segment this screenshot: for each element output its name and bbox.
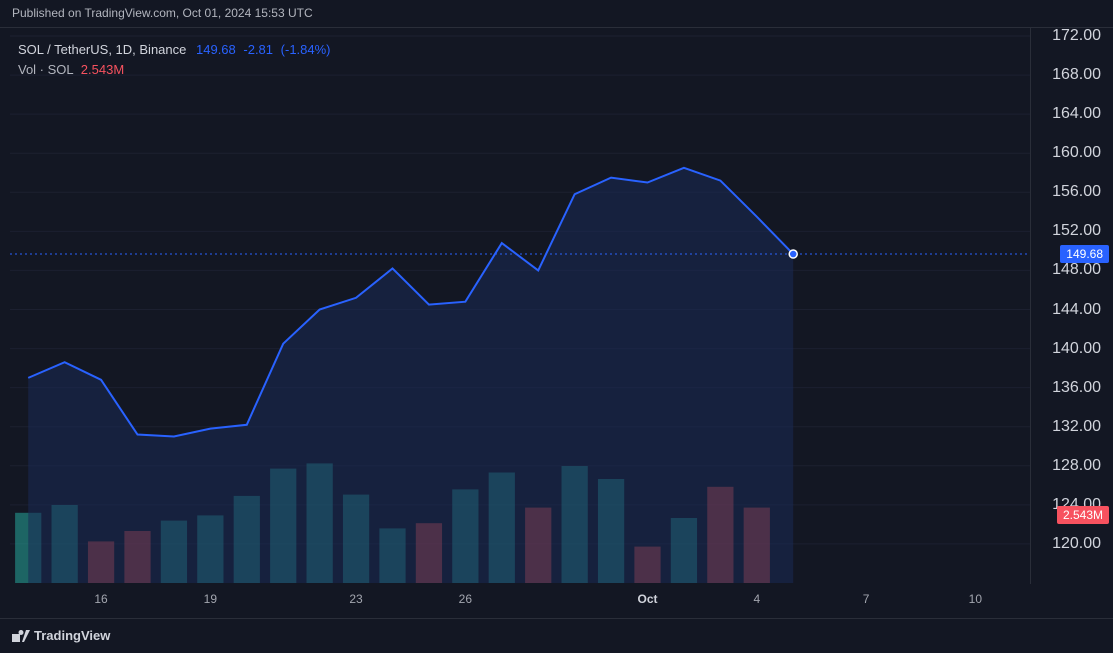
y-tick-label: 128.00 [1052, 457, 1101, 475]
tv-logo-icon [12, 630, 30, 642]
volume-value: 2.543M [81, 62, 124, 77]
x-tick-label: 4 [753, 592, 760, 606]
x-tick-label: 23 [349, 592, 362, 606]
publish-header: Published on TradingView.com, Oct 01, 20… [0, 0, 1113, 28]
brand-text: TradingView [34, 628, 110, 643]
y-tick-label: 120.00 [1052, 535, 1101, 553]
last-price: 149.68 [196, 42, 236, 57]
volume-axis-tag: 2.543M [1057, 506, 1109, 524]
x-tick-label: 7 [863, 592, 870, 606]
x-tick-label: 16 [94, 592, 107, 606]
y-tick-label: 164.00 [1052, 105, 1101, 123]
y-tick-label: 172.00 [1052, 27, 1101, 45]
volume-label: Vol · SOL [18, 62, 73, 77]
chart-svg [0, 28, 1113, 618]
y-tick-label: 160.00 [1052, 144, 1101, 162]
price-change: -2.81 [243, 42, 273, 57]
x-tick-label: Oct [637, 592, 657, 606]
y-tick-label: 156.00 [1052, 183, 1101, 201]
y-tick-label: 140.00 [1052, 340, 1101, 358]
tradingview-logo[interactable]: TradingView [12, 628, 110, 643]
y-tick-label: 136.00 [1052, 379, 1101, 397]
y-tick-label: 148.00 [1052, 261, 1101, 279]
y-tick-label: 168.00 [1052, 66, 1101, 84]
price-change-pct: (-1.84%) [281, 42, 331, 57]
y-tick-label: 152.00 [1052, 222, 1101, 240]
x-tick-label: 26 [459, 592, 472, 606]
x-tick-label: 10 [969, 592, 982, 606]
price-axis-tag: 149.68 [1060, 245, 1109, 263]
footer: TradingView [0, 618, 1113, 652]
publish-text: Published on TradingView.com, Oct 01, 20… [12, 6, 313, 20]
axis-divider [1030, 28, 1031, 584]
symbol-label: SOL / TetherUS, 1D, Binance [18, 42, 186, 57]
y-tick-label: 144.00 [1052, 301, 1101, 319]
y-tick-label: 132.00 [1052, 418, 1101, 436]
chart-legend: SOL / TetherUS, 1D, Binance 149.68 -2.81… [18, 40, 331, 79]
x-tick-label: 19 [204, 592, 217, 606]
chart-area[interactable]: SOL / TetherUS, 1D, Binance 149.68 -2.81… [0, 28, 1113, 618]
